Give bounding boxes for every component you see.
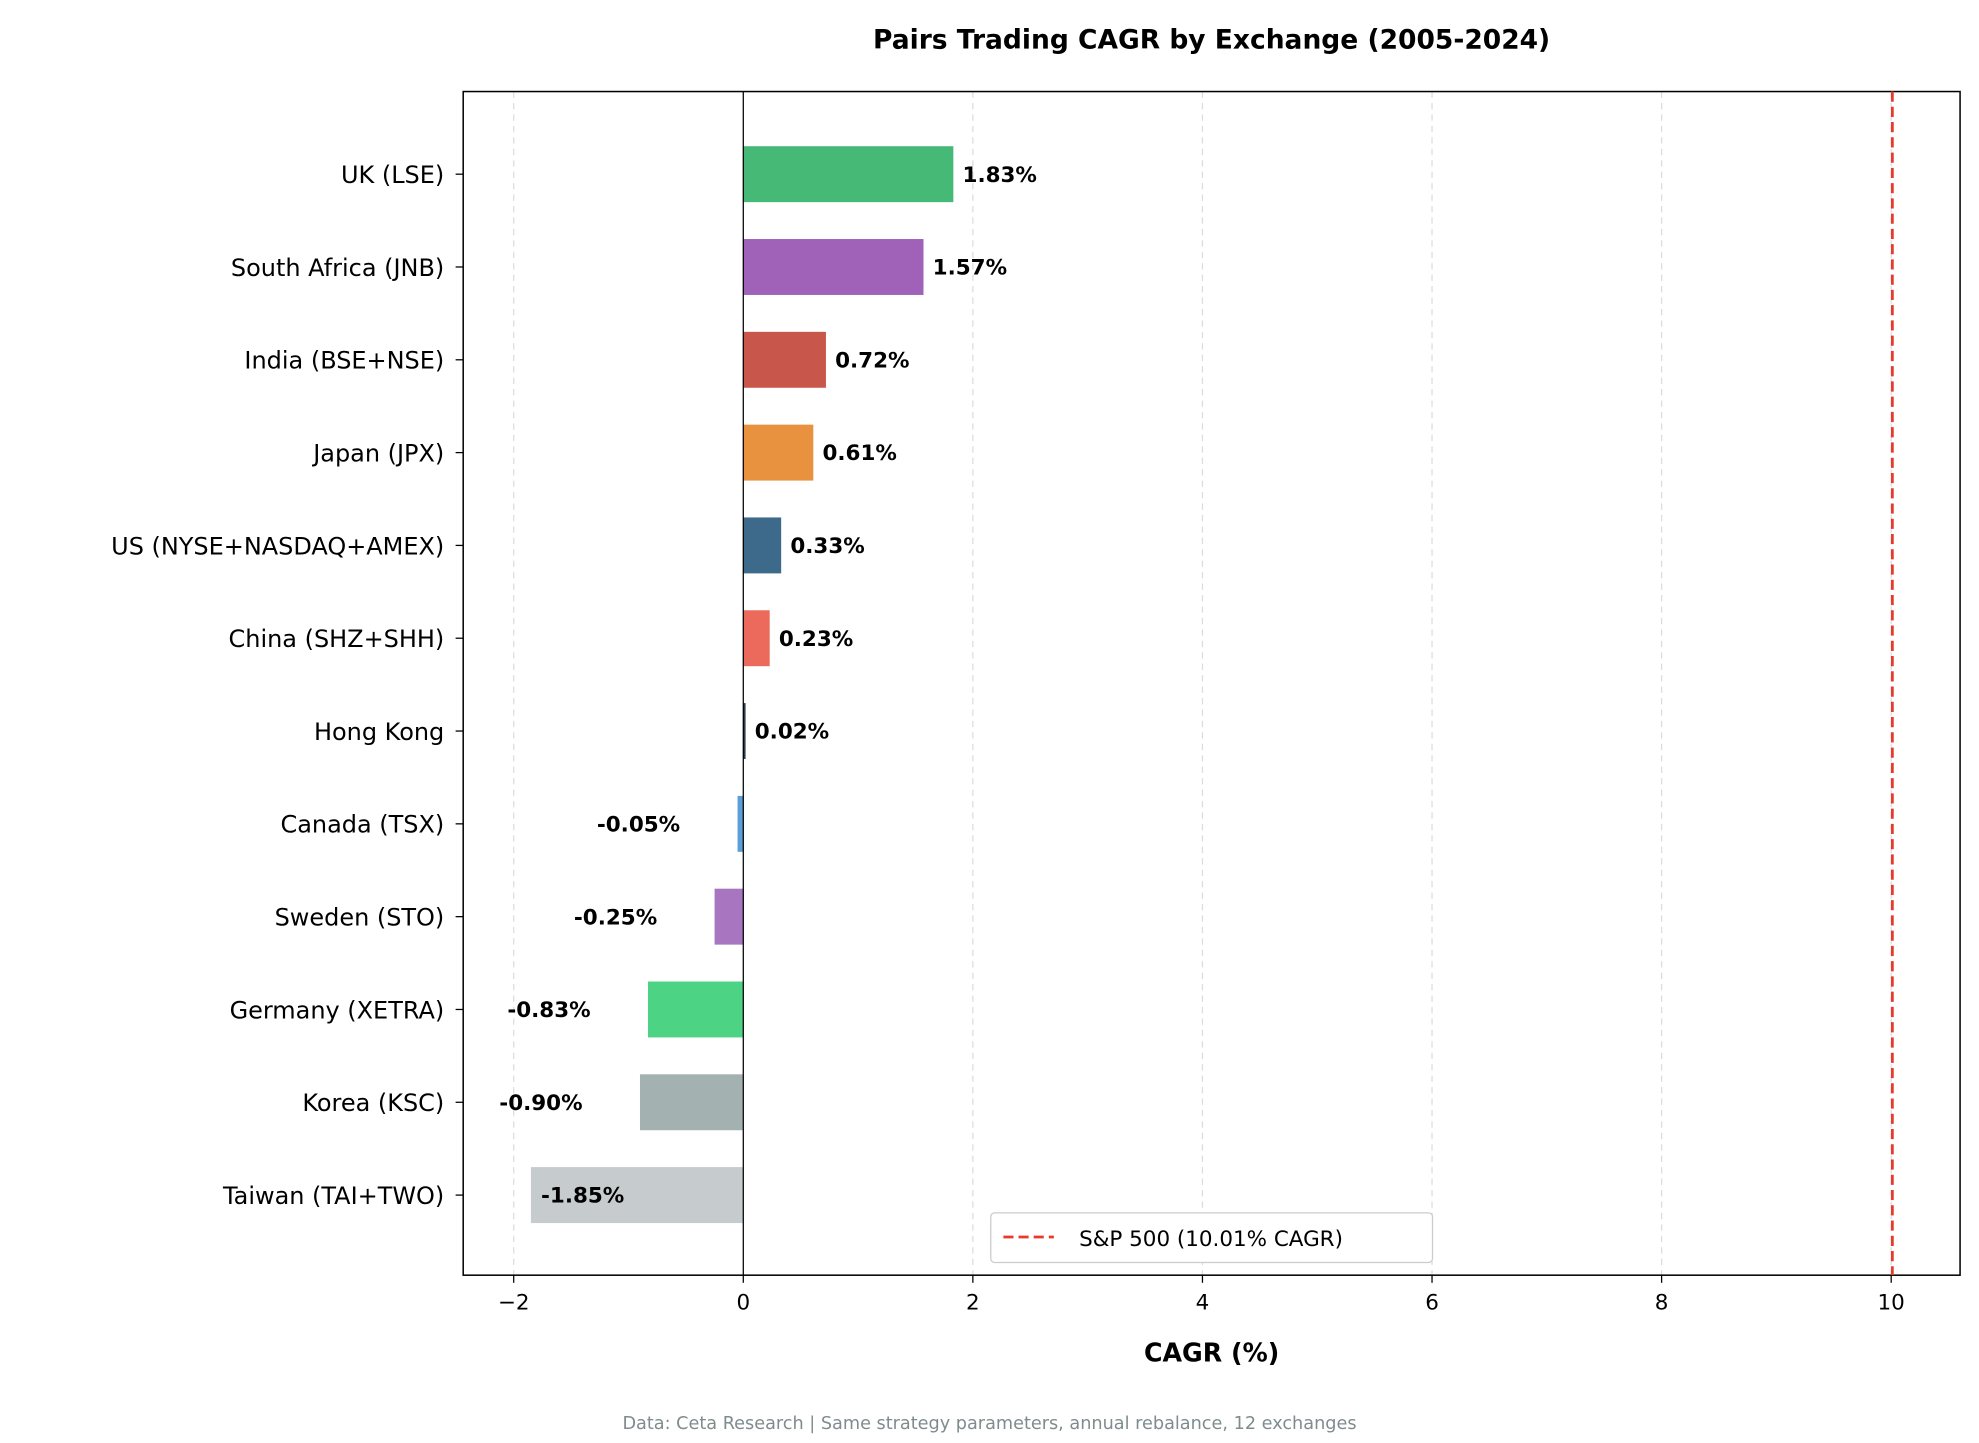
bar-china-shz-shh- — [743, 610, 770, 667]
data-label: 0.72% — [835, 348, 909, 373]
bar-south-africa-jnb- — [743, 239, 924, 295]
data-label: -1.85% — [541, 1184, 624, 1209]
data-label: 0.33% — [790, 534, 864, 559]
bar-korea-ksc- — [639, 1074, 744, 1131]
data-label: -0.90% — [499, 1091, 582, 1116]
bar-japan-jpx- — [743, 424, 814, 481]
data-label: 0.23% — [779, 627, 853, 652]
y-tick-label: Germany (XETRA) — [230, 996, 445, 1024]
bar-us-nyse-nasdaq-amex- — [743, 517, 782, 574]
y-tick-label: Korea (KSC) — [302, 1089, 444, 1117]
bars — [530, 91, 954, 1276]
y-tick-label: Hong Kong — [314, 718, 444, 746]
bar-germany-xetra- — [648, 981, 744, 1038]
x-tick-label: 8 — [1655, 1290, 1669, 1315]
y-tick-label: Japan (JPX) — [311, 439, 444, 467]
x-tick-label: 2 — [966, 1290, 980, 1315]
bar-taiwan-tai-two- — [530, 1167, 744, 1224]
x-tick-label: 6 — [1425, 1290, 1439, 1315]
chart-title: Pairs Trading CAGR by Exchange (2005-202… — [873, 24, 1550, 55]
bar-canada-tsx- — [737, 795, 744, 852]
legend-label: S&P 500 (10.01% CAGR) — [1079, 1227, 1343, 1252]
data-label: 1.57% — [933, 256, 1007, 281]
x-axis: −2 0 2 4 6 8 10 — [498, 1275, 1905, 1316]
footnote: Data: Ceta Research | Same strategy para… — [622, 1414, 1356, 1434]
data-label: -0.83% — [507, 998, 590, 1023]
y-tick-label: South Africa (JNB) — [231, 254, 444, 282]
y-tick-label: China (SHZ+SHH) — [229, 625, 445, 653]
bar-hong-kong — [743, 703, 746, 760]
y-axis: UK (LSE) South Africa (JNB) India (BSE+NSE… — [111, 161, 464, 1210]
x-tick-label: 10 — [1878, 1290, 1905, 1315]
bar-india-bse-nse- — [743, 331, 826, 388]
y-tick-label: Sweden (STO) — [275, 903, 445, 931]
y-tick-label: UK (LSE) — [341, 161, 444, 189]
bar-sweden-sto- — [714, 888, 744, 945]
y-tick-label: Taiwan (TAI+TWO) — [222, 1182, 444, 1210]
x-tick-label: 0 — [736, 1290, 750, 1315]
x-tick-label: 4 — [1196, 1290, 1210, 1315]
data-label: -0.25% — [574, 905, 657, 930]
data-labels: 1.83% 1.57% 0.72% 0.61% 0.33% 0.23% 0.02% -0.05… — [499, 163, 1037, 1209]
data-label: 0.61% — [822, 441, 896, 466]
y-tick-label: US (NYSE+NASDAQ+AMEX) — [111, 532, 444, 560]
y-tick-label: India (BSE+NSE) — [244, 347, 444, 375]
x-tick-label: −2 — [498, 1290, 530, 1315]
data-label: 0.02% — [755, 720, 829, 745]
x-axis-label: CAGR (%) — [1144, 1338, 1279, 1368]
y-tick-label: Canada (TSX) — [281, 811, 445, 839]
legend: S&P 500 (10.01% CAGR) — [990, 1212, 1434, 1264]
bar-uk-lse- — [743, 146, 954, 203]
data-label: -0.05% — [597, 812, 680, 837]
plot-frame — [462, 90, 1961, 1276]
data-label: 1.83% — [963, 163, 1037, 188]
